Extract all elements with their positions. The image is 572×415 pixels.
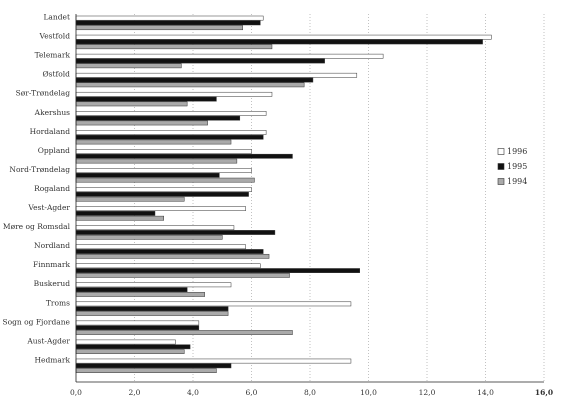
bar-1995-8	[75, 172, 220, 178]
x-tick-label: 14,0	[477, 388, 494, 397]
bar-1996-7	[75, 149, 252, 154]
legend-swatch-1996	[497, 148, 505, 155]
category-label: Rogaland	[34, 184, 70, 193]
bar-1995-13	[75, 268, 360, 273]
bar-1995-1	[75, 39, 483, 45]
bar-1996-2	[75, 53, 384, 59]
bar-1996-17	[75, 339, 176, 345]
bar-1994-11	[75, 234, 223, 240]
bar-1994-0	[75, 25, 243, 31]
category-label: Landet	[43, 13, 70, 22]
bar-1995-5	[75, 115, 241, 121]
bar-1994-8	[75, 177, 255, 183]
x-tick-label: 12,0	[419, 388, 436, 397]
legend: 1996 1995 1994	[497, 147, 527, 186]
bar-1995-2	[75, 58, 325, 64]
bar-1996-6	[75, 130, 267, 135]
bar-1994-9	[75, 196, 185, 202]
bar-1994-12	[75, 253, 270, 259]
legend-label-1996: 1996	[507, 147, 527, 156]
bar-1996-16	[75, 320, 200, 326]
category-label: Sør-Trøndelag	[16, 89, 71, 98]
bar-1994-5	[75, 120, 208, 126]
bar-1994-10	[75, 215, 164, 221]
category-label: Telemark	[35, 51, 71, 60]
legend-swatch-1994	[497, 178, 505, 185]
category-label: Hordaland	[30, 127, 71, 136]
bar-1994-17	[75, 349, 185, 354]
bar-1995-14	[75, 287, 188, 292]
category-label: Aust-Agder	[26, 336, 70, 345]
x-tick-label: 10,0	[360, 388, 377, 397]
bar-1996-13	[75, 263, 261, 269]
category-label: Møre og Romsdal	[3, 222, 71, 231]
category-label: Nord-Trøndelag	[9, 165, 70, 174]
bar-1994-3	[75, 82, 305, 88]
bar-1996-14	[75, 282, 232, 288]
bar-1996-12	[75, 244, 246, 250]
bar-1996-5	[75, 111, 267, 116]
category-label: Finnmark	[33, 260, 70, 269]
category-label: Nordland	[34, 241, 70, 250]
legend-label-1995: 1995	[507, 162, 527, 171]
category-label: Sogn og Fjordane	[2, 317, 70, 326]
x-tick-label: 16,0	[535, 388, 553, 397]
bar-1995-12	[75, 249, 264, 254]
bar-1996-15	[75, 301, 352, 307]
bar-1996-1	[75, 34, 492, 40]
legend-label-1994: 1994	[507, 177, 527, 186]
bar-1995-17	[75, 344, 191, 350]
bar-1994-2	[75, 63, 182, 69]
category-label: Oppland	[38, 146, 70, 155]
x-tick-label: 0,0	[70, 388, 82, 397]
x-tick-labels: 0,0 2,0 4,0 6,0 8,0 10,0 12,0 14,0 16,0	[70, 388, 553, 397]
bar-1994-7	[75, 158, 238, 164]
bar-1995-4	[75, 96, 217, 102]
x-tick-label: 8,0	[304, 388, 316, 397]
x-tick-label: 4,0	[187, 388, 199, 397]
category-label: Østfold	[42, 70, 70, 79]
bar-1994-15	[75, 311, 229, 316]
category-label: Vestfold	[38, 32, 70, 41]
bar-1994-16	[75, 330, 293, 335]
bar-1995-15	[75, 306, 229, 312]
bar-1994-18	[75, 368, 217, 373]
category-label: Buskerud	[34, 279, 71, 288]
bar-1994-4	[75, 101, 188, 107]
bar-1995-10	[75, 211, 156, 216]
bar-1996-8	[75, 168, 252, 173]
bar-1994-14	[75, 292, 205, 297]
bar-1995-6	[75, 134, 264, 140]
category-label: Troms	[46, 298, 70, 307]
bar-1996-4	[75, 91, 273, 97]
bar-1996-10	[75, 206, 246, 211]
bar-1995-3	[75, 77, 314, 83]
bar-1995-16	[75, 325, 200, 331]
bar-1995-11	[75, 230, 276, 235]
bar-1994-1	[75, 44, 273, 50]
category-label: Akershus	[34, 108, 70, 117]
x-tick-label: 6,0	[246, 388, 258, 397]
category-labels: Landet Vestfold Telemark Østfold Sør-Trøndel…	[2, 13, 70, 365]
bar-1996-11	[75, 225, 235, 231]
legend-swatch-1995	[497, 163, 505, 170]
bar-1996-18	[75, 358, 352, 364]
bar-1995-18	[75, 363, 232, 369]
bar-1996-0	[75, 15, 264, 21]
bar-1994-6	[75, 139, 232, 145]
bar-1995-0	[75, 20, 261, 26]
category-label: Hedmark	[35, 355, 71, 364]
bar-1995-9	[75, 192, 249, 197]
x-tick-label: 2,0	[129, 388, 141, 397]
bar-1996-3	[75, 72, 358, 78]
bar-1994-13	[75, 273, 290, 278]
bars	[75, 15, 492, 373]
category-label: Vest-Agder	[27, 203, 70, 212]
bar-1996-9	[75, 187, 252, 192]
bar-1995-7	[75, 153, 293, 159]
